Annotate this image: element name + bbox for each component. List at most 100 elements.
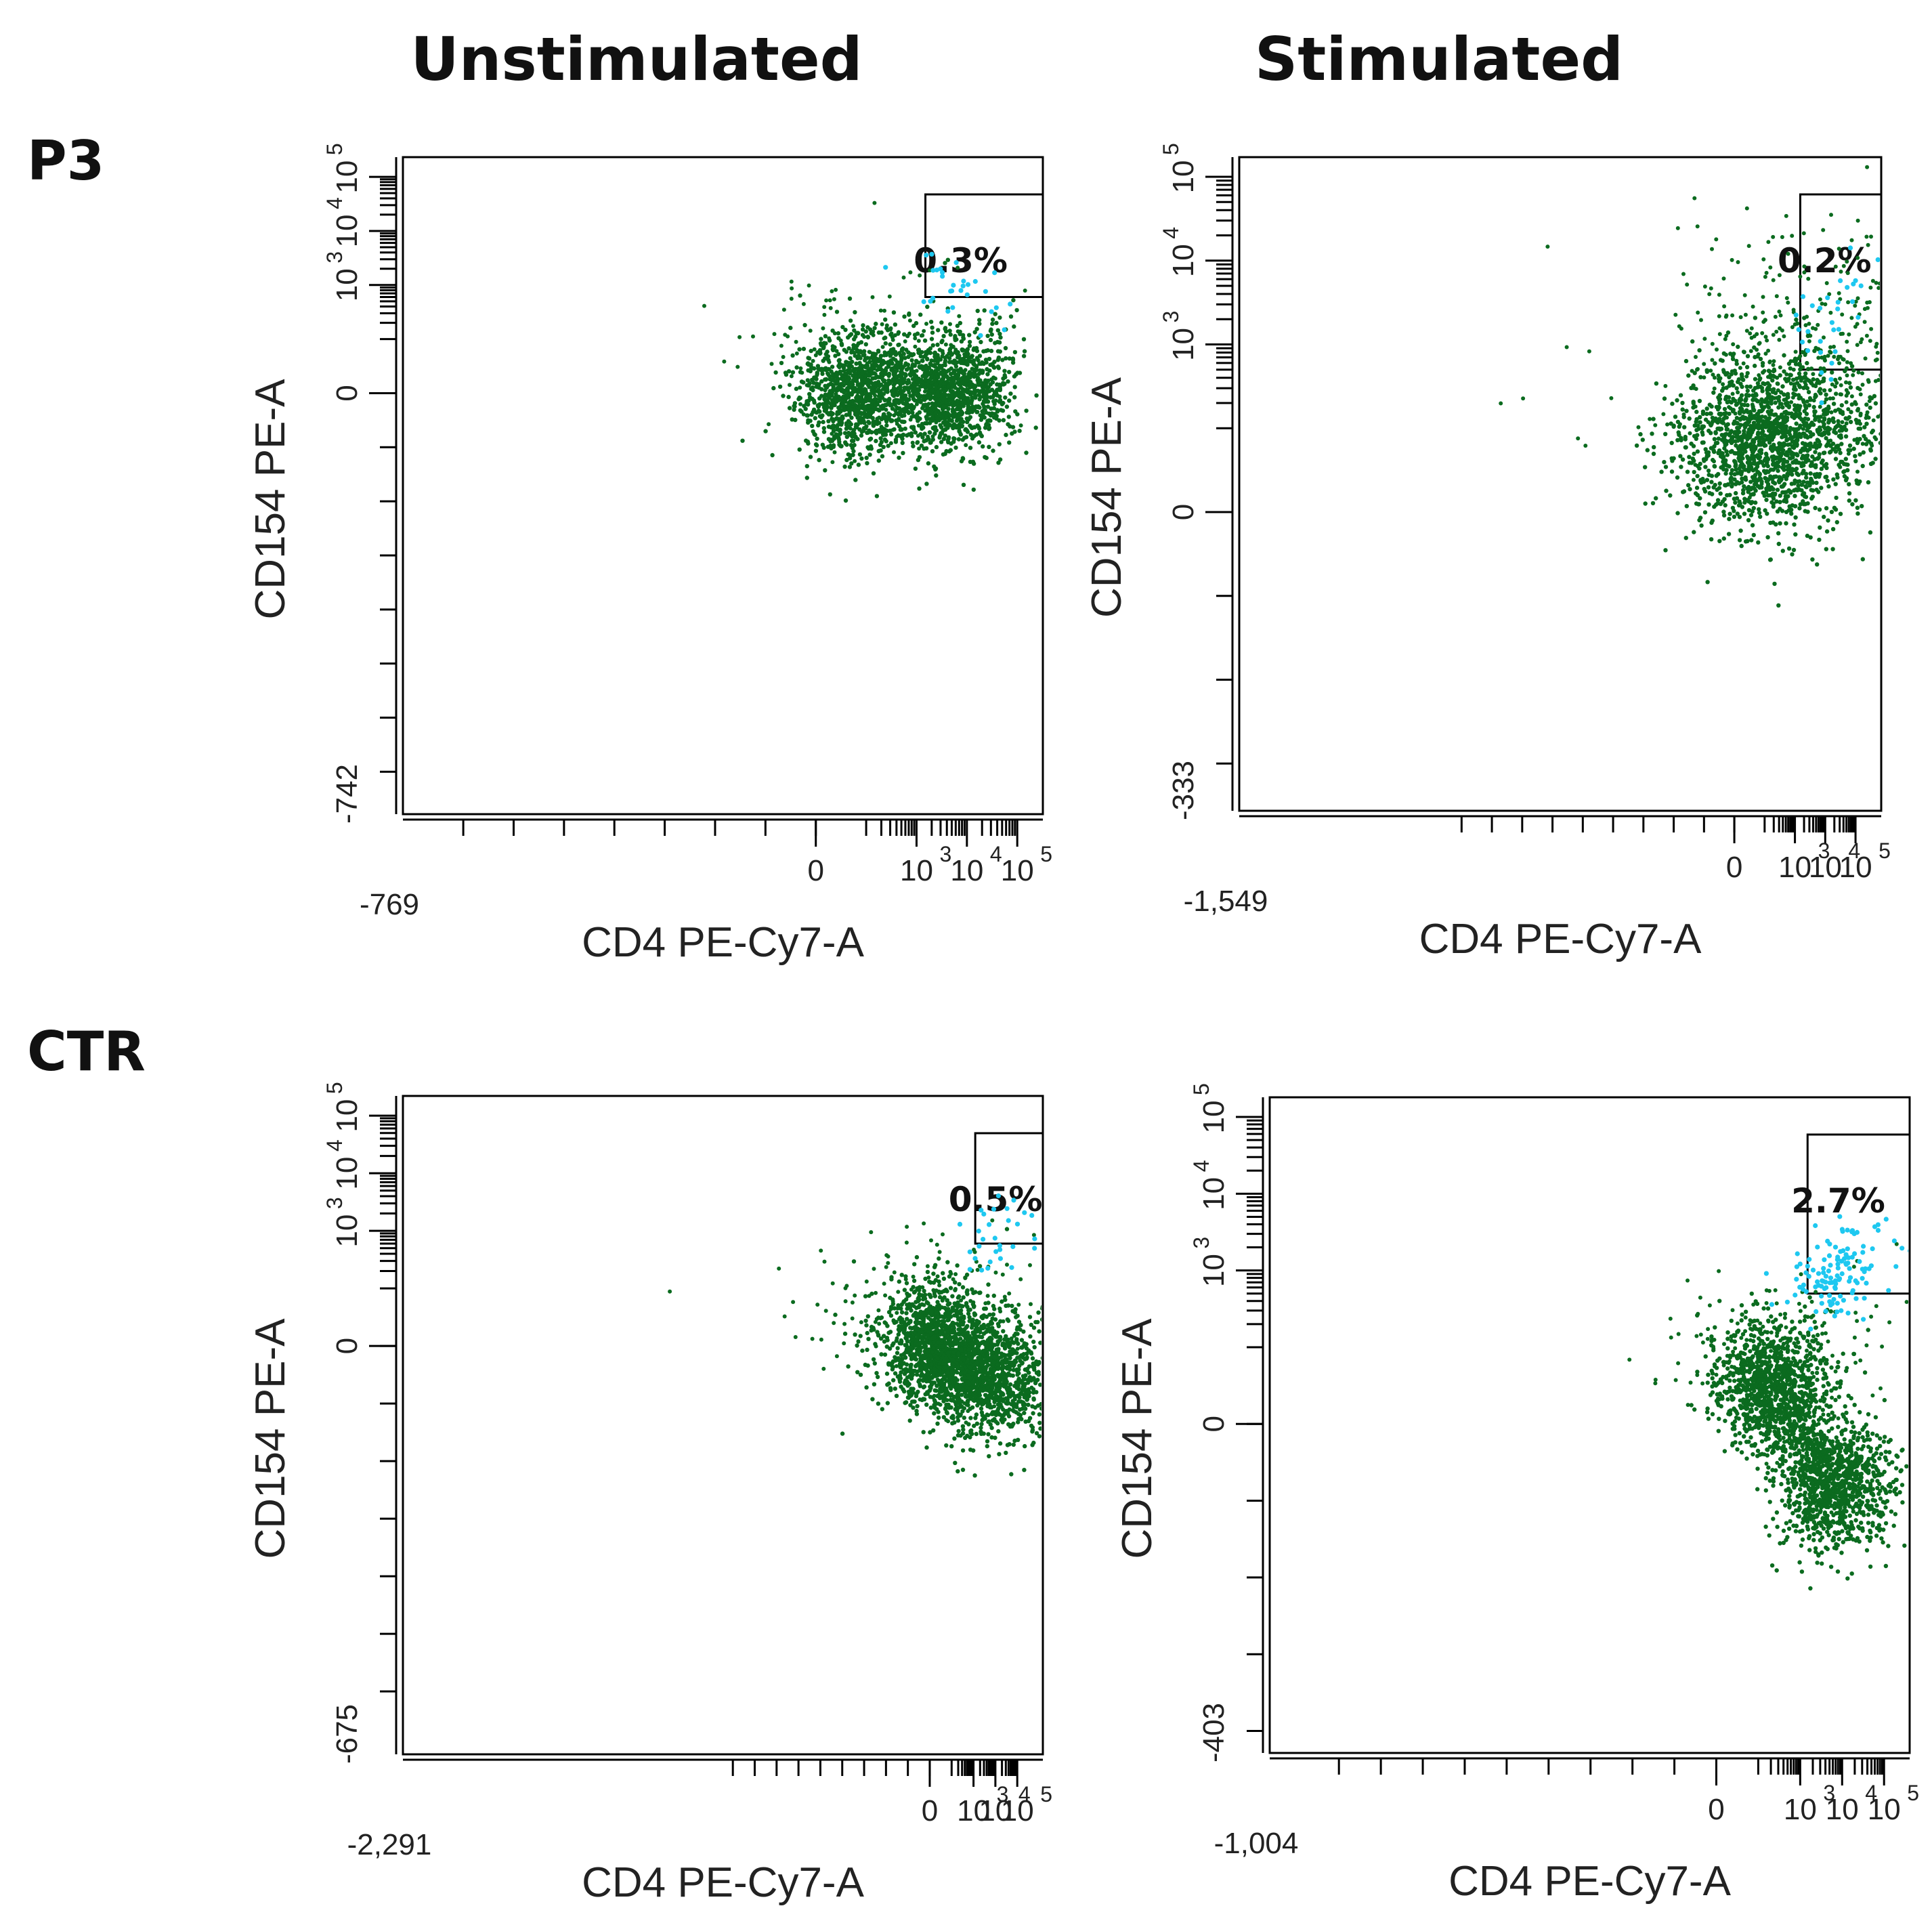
event-dot [1817,452,1822,457]
event-dot [984,396,989,400]
event-dot [1742,417,1746,421]
event-dot [830,431,834,436]
event-dot [1805,399,1809,404]
event-dot [1738,459,1744,465]
event-dot [1004,356,1008,361]
event-dot [1718,491,1723,496]
event-dot [911,323,916,329]
event-dot [961,278,966,284]
event-dot [1711,373,1715,377]
event-dot [1797,425,1803,429]
event-dot [1743,423,1748,428]
event-dot [1545,245,1550,249]
event-dot [843,498,849,503]
event-dot [1755,347,1759,352]
event-dot [914,360,919,365]
event-dot [882,378,887,383]
event-dot [1721,509,1726,514]
event-dot [1776,456,1780,461]
x-tick-label: 10 [1778,851,1811,884]
event-dot [1853,400,1858,404]
event-dot [1776,424,1780,429]
event-dot [1709,431,1713,436]
event-dot [1675,475,1680,480]
event-dot [943,326,947,331]
event-dot [811,358,815,363]
event-dot [1024,408,1029,413]
event-dot [933,354,938,358]
event-dot [1663,383,1668,388]
event-dot [912,387,917,392]
event-dot [1784,418,1789,423]
event-dot [875,375,880,379]
event-dot [801,412,806,417]
event-dot [1824,397,1829,402]
event-dot [893,440,899,444]
event-dot [1745,437,1750,442]
event-dot [1001,376,1006,381]
event-dot [956,371,961,376]
event-dot [851,402,855,406]
event-dot [1855,408,1860,412]
event-dot [1906,437,1910,441]
event-dot [926,402,931,406]
event-dots [668,1193,1042,1478]
event-dot [1820,301,1824,306]
event-dot [792,404,796,408]
event-dot [794,386,799,392]
event-dot [1739,393,1744,398]
event-dot [1803,484,1808,489]
event-dot [884,386,889,392]
event-dot [1751,304,1755,309]
event-dot [1744,392,1749,398]
event-dot [1737,429,1742,435]
event-dot [1782,369,1786,374]
event-dot [922,338,928,343]
event-dot [1721,536,1726,541]
event-dot [1694,419,1698,424]
event-dot [901,432,905,437]
event-dot [786,394,791,400]
event-dot [1781,462,1786,467]
event-dot [882,336,886,341]
event-dot [993,398,998,403]
event-dot [849,350,854,355]
event-dot [859,381,863,386]
event-dot [839,373,844,377]
event-dot [961,356,966,361]
event-dot [836,436,841,440]
event-dot [881,412,886,417]
event-dot [798,366,803,371]
event-dot [825,444,831,449]
event-dot [1925,421,1929,425]
event-dot [779,360,784,366]
event-dot [834,349,839,354]
event-dot [1771,362,1776,367]
event-dot [928,361,932,366]
event-dot [947,394,951,399]
event-dot [851,382,855,387]
event-dot [817,382,821,387]
event-dot [1706,468,1711,473]
event-dot [853,354,857,358]
event-dot [1808,333,1813,338]
gate-box [924,193,1044,298]
event-dot [1744,329,1749,333]
y-tick-label: 10 [330,268,364,301]
event-dot [1785,392,1790,396]
event-dot [813,448,819,453]
event-dot [878,389,882,394]
event-dot [1801,491,1807,496]
event-dot [1860,442,1865,446]
event-dot [1800,294,1806,299]
event-dot [1768,476,1773,481]
event-dot [1761,310,1765,315]
event-dot [1001,400,1006,406]
event-dot [1860,504,1864,509]
event-dot [1706,502,1711,507]
event-dot [1738,448,1743,453]
event-dot [1796,472,1801,478]
event-dot [1753,482,1757,487]
event-dot [1762,368,1767,373]
event-dot [1833,457,1839,461]
